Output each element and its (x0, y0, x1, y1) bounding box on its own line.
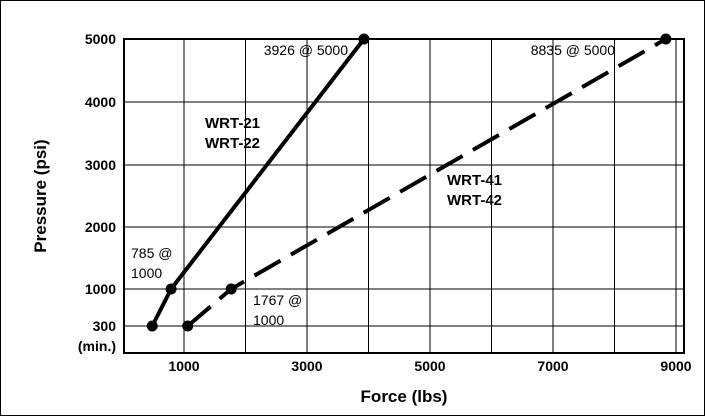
series-label-1: WRT-21 (205, 115, 260, 132)
plot-area (124, 39, 684, 353)
series-label-1: WRT-22 (205, 135, 260, 152)
data-point (225, 283, 237, 295)
y-tick-label: 4000 (85, 94, 116, 110)
data-point (358, 33, 370, 45)
data-annotation: 785 @ (131, 245, 172, 261)
x-tick-label: 5000 (414, 358, 445, 374)
y-tick-label: 5000 (85, 31, 116, 47)
series-label-2: WRT-42 (447, 192, 502, 209)
data-annotation: 1767 @ (253, 292, 302, 308)
y-tick-label: 2000 (85, 219, 116, 235)
x-tick-label: 1000 (168, 358, 199, 374)
x-tick-label: 9000 (660, 358, 691, 374)
series-label-2: WRT-41 (447, 172, 502, 189)
y-tick-label: 3000 (85, 157, 116, 173)
y-tick-label: 1000 (85, 281, 116, 297)
data-annotation: 3926 @ 5000 (264, 42, 348, 58)
x-axis-title: Force (lbs) (361, 387, 448, 406)
data-point (660, 33, 672, 45)
data-annotation: 1000 (131, 265, 162, 281)
data-annotation: 1000 (253, 312, 284, 328)
data-point (165, 283, 177, 295)
x-tick-label: 7000 (537, 358, 568, 374)
data-point (146, 320, 158, 332)
plot-border (123, 38, 685, 354)
y-axis-title: Pressure (psi) (31, 139, 50, 252)
y-tick-min-note: (min.) (78, 338, 116, 354)
data-annotation: 8835 @ 5000 (531, 42, 615, 58)
data-point (182, 320, 194, 332)
x-tick-label: 3000 (291, 358, 322, 374)
y-tick-label: 300 (93, 318, 117, 334)
